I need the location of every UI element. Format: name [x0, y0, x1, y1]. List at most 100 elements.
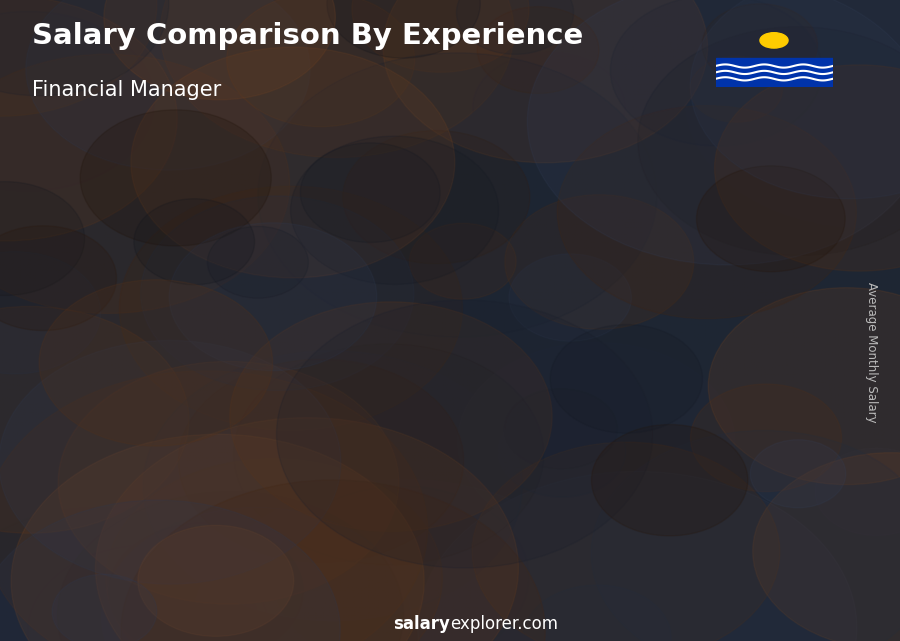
Circle shape: [760, 33, 788, 48]
Circle shape: [0, 12, 154, 191]
Circle shape: [472, 442, 779, 641]
Polygon shape: [186, 347, 269, 363]
Circle shape: [327, 0, 481, 58]
Text: +8%: +8%: [536, 136, 586, 155]
Circle shape: [102, 507, 411, 641]
Circle shape: [258, 53, 657, 337]
Polygon shape: [186, 363, 256, 571]
Circle shape: [0, 226, 116, 331]
Text: salary: salary: [393, 615, 450, 633]
Circle shape: [0, 306, 189, 533]
Circle shape: [815, 448, 900, 535]
Circle shape: [130, 47, 454, 278]
Circle shape: [686, 0, 900, 228]
Circle shape: [234, 344, 544, 565]
Polygon shape: [719, 188, 788, 571]
Polygon shape: [522, 223, 536, 571]
Circle shape: [121, 480, 545, 641]
Circle shape: [477, 6, 599, 94]
Text: 4,910 AUD: 4,910 AUD: [55, 379, 130, 393]
Circle shape: [383, 0, 707, 163]
Circle shape: [591, 431, 900, 641]
Circle shape: [58, 362, 399, 604]
Circle shape: [301, 143, 440, 242]
Circle shape: [527, 0, 900, 265]
Circle shape: [690, 56, 782, 122]
Circle shape: [458, 342, 735, 540]
Circle shape: [138, 526, 293, 637]
Circle shape: [0, 0, 157, 116]
Polygon shape: [655, 197, 669, 571]
Text: 11,200 AUD: 11,200 AUD: [583, 178, 666, 192]
Circle shape: [11, 434, 424, 641]
Text: +34%: +34%: [263, 221, 326, 239]
Text: +7%: +7%: [669, 108, 718, 127]
Circle shape: [343, 131, 530, 263]
Circle shape: [143, 351, 522, 620]
Circle shape: [274, 486, 529, 641]
Polygon shape: [122, 399, 136, 571]
Text: Average Monthly Salary: Average Monthly Salary: [865, 282, 878, 423]
Circle shape: [690, 0, 900, 199]
Circle shape: [0, 0, 169, 96]
Polygon shape: [719, 172, 802, 188]
Circle shape: [715, 65, 900, 271]
Circle shape: [191, 479, 620, 641]
Circle shape: [207, 226, 309, 298]
Text: 8,700 AUD: 8,700 AUD: [321, 258, 395, 272]
Circle shape: [697, 166, 845, 272]
Circle shape: [80, 110, 271, 246]
Circle shape: [0, 181, 85, 296]
Polygon shape: [54, 399, 136, 414]
Circle shape: [550, 324, 703, 433]
Circle shape: [410, 223, 517, 299]
Text: 10,400 AUD: 10,400 AUD: [450, 203, 533, 217]
Polygon shape: [453, 239, 522, 571]
Polygon shape: [54, 414, 122, 571]
Circle shape: [0, 507, 256, 641]
Text: 12,000 AUD: 12,000 AUD: [716, 152, 799, 166]
Circle shape: [104, 0, 336, 100]
Circle shape: [160, 0, 514, 158]
Circle shape: [140, 196, 414, 390]
Circle shape: [690, 384, 842, 492]
Circle shape: [0, 371, 428, 641]
Circle shape: [0, 54, 290, 313]
Circle shape: [508, 254, 632, 341]
Text: 6,500 AUD: 6,500 AUD: [188, 328, 263, 342]
Text: Salary Comparison By Experience: Salary Comparison By Experience: [32, 22, 583, 51]
Text: +32%: +32%: [130, 293, 193, 312]
Polygon shape: [716, 58, 832, 87]
Circle shape: [472, 53, 626, 161]
Circle shape: [557, 106, 856, 319]
Circle shape: [0, 340, 341, 584]
Circle shape: [638, 27, 900, 256]
Circle shape: [752, 453, 900, 641]
Polygon shape: [320, 278, 402, 294]
Circle shape: [276, 300, 652, 568]
Circle shape: [95, 418, 518, 641]
Circle shape: [106, 458, 442, 641]
Circle shape: [523, 585, 671, 641]
Circle shape: [227, 0, 415, 127]
Circle shape: [58, 492, 403, 641]
Circle shape: [0, 252, 101, 374]
Circle shape: [418, 471, 857, 641]
Circle shape: [120, 187, 463, 431]
Polygon shape: [788, 172, 802, 571]
Text: explorer.com: explorer.com: [450, 615, 558, 633]
Circle shape: [498, 406, 626, 497]
Polygon shape: [256, 347, 269, 571]
Circle shape: [134, 199, 255, 285]
Text: Financial Manager: Financial Manager: [32, 80, 220, 100]
Circle shape: [291, 136, 499, 285]
Circle shape: [505, 388, 617, 469]
Circle shape: [751, 440, 846, 508]
Circle shape: [610, 0, 822, 146]
Circle shape: [109, 522, 303, 641]
Circle shape: [169, 223, 377, 370]
Text: +19%: +19%: [396, 163, 459, 183]
Circle shape: [505, 195, 694, 329]
Circle shape: [352, 0, 529, 72]
Circle shape: [702, 4, 817, 86]
